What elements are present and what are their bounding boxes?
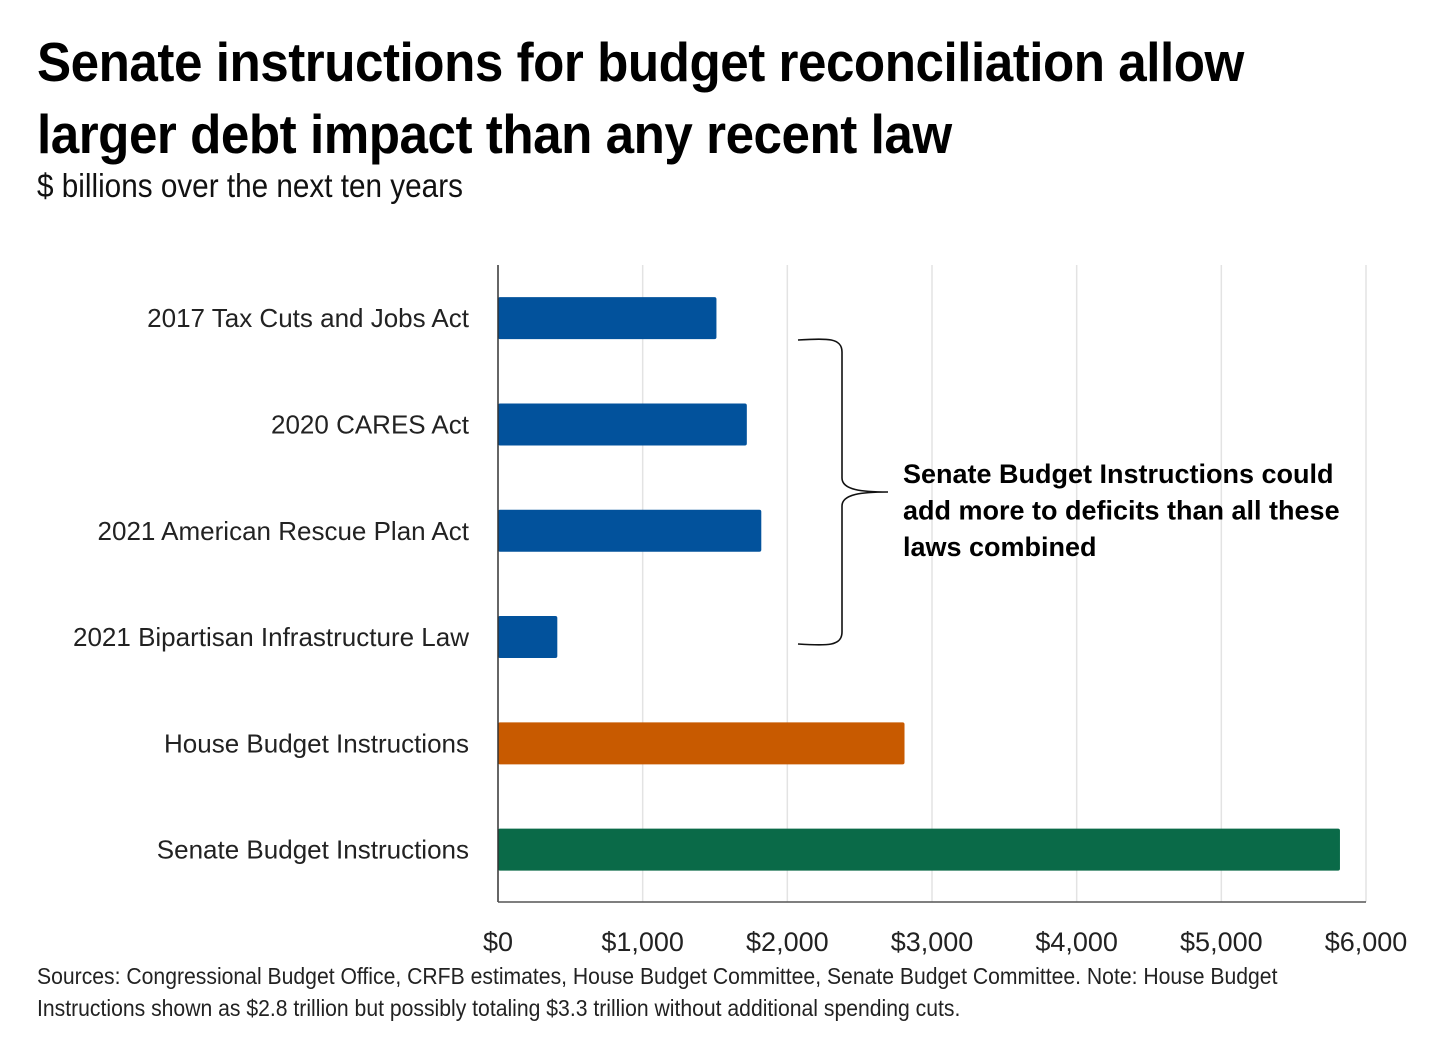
bar	[498, 403, 747, 446]
chart-subtitle: $ billions over the next ten years	[37, 167, 463, 204]
axes	[497, 265, 1366, 903]
category-label: 2020 CARES Act	[271, 409, 470, 439]
annotation-text: laws combined	[903, 532, 1097, 562]
x-tick-label: $4,000	[1035, 927, 1118, 957]
bars	[498, 297, 1340, 871]
category-label: 2017 Tax Cuts and Jobs Act	[147, 303, 470, 333]
gridlines	[641, 265, 1367, 902]
bar	[498, 616, 558, 659]
x-tick-label: $2,000	[746, 927, 829, 957]
x-tick-label: $5,000	[1180, 927, 1263, 957]
bar	[498, 297, 717, 340]
category-label: House Budget Instructions	[164, 728, 469, 758]
category-label: Senate Budget Instructions	[157, 835, 469, 865]
bar	[498, 828, 1340, 871]
chart-title: Senate instructions for budget reconcili…	[37, 31, 1244, 165]
x-tick-label: $6,000	[1325, 927, 1408, 957]
x-tick-label: $3,000	[891, 927, 974, 957]
bar	[498, 509, 762, 552]
bracket	[797, 338, 889, 646]
category-labels: 2017 Tax Cuts and Jobs Act 2020 CARES Act…	[73, 303, 470, 865]
annotation: Senate Budget Instructions could add more…	[797, 338, 1340, 646]
category-label: 2021 American Rescue Plan Act	[98, 516, 470, 546]
bar	[498, 722, 905, 765]
annotation-text: add more to deficits than all these	[903, 496, 1340, 526]
x-tick-label: $1,000	[601, 927, 684, 957]
x-tick-labels: $0 $1,000 $2,000 $3,000 $4,000 $5,000 $6,000	[483, 927, 1407, 957]
x-tick-label: $0	[483, 927, 513, 957]
category-label: 2021 Bipartisan Infrastructure Law	[73, 622, 469, 652]
annotation-text: Senate Budget Instructions could	[903, 459, 1334, 489]
source-note: Sources: Congressional Budget Office, CR…	[37, 963, 1278, 1021]
